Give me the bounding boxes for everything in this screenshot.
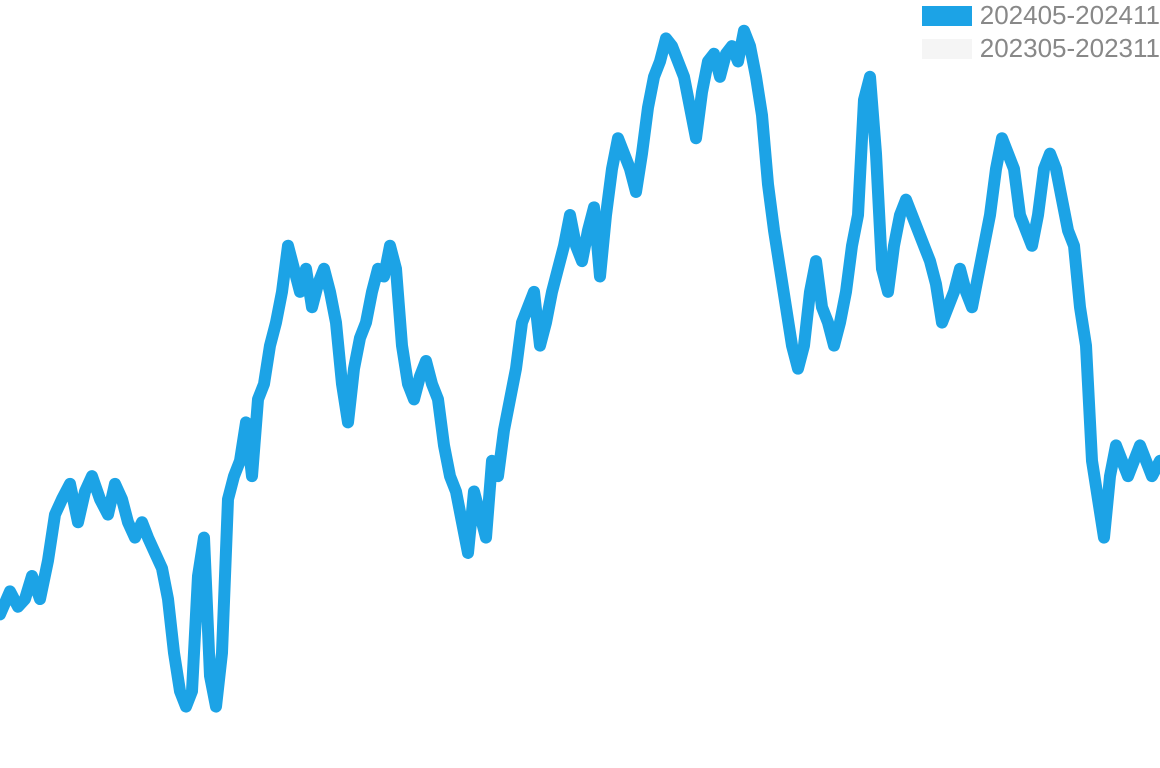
legend-label-2: 202305-202311 bbox=[980, 33, 1160, 64]
legend-label-1: 202405-202411 bbox=[980, 0, 1160, 31]
legend-item-2: 202305-202311 bbox=[922, 33, 1160, 64]
legend-swatch-1 bbox=[922, 6, 972, 26]
line-chart bbox=[0, 0, 1160, 768]
legend: 202405-202411 202305-202311 bbox=[922, 0, 1160, 64]
chart-container: 202405-202411 202305-202311 bbox=[0, 0, 1160, 768]
legend-swatch-2 bbox=[922, 39, 972, 59]
legend-item-1: 202405-202411 bbox=[922, 0, 1160, 31]
